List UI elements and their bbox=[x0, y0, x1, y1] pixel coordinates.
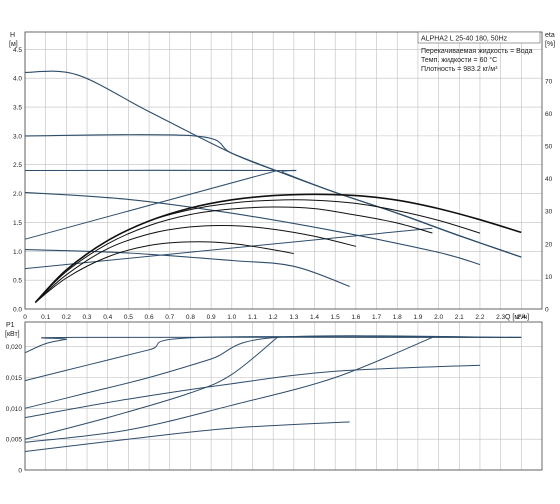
power-curve bbox=[24, 335, 522, 409]
y2-tick-label: 40 bbox=[545, 176, 553, 183]
power-curve bbox=[24, 336, 433, 443]
y-tick-label: 1.5 bbox=[13, 220, 22, 227]
power-tick-label: 0 bbox=[18, 468, 22, 475]
y-tick-label: 0.5 bbox=[13, 278, 22, 285]
power-curve bbox=[24, 337, 278, 440]
power-curve bbox=[24, 421, 350, 452]
y2-tick-label: 60 bbox=[545, 111, 553, 118]
power-tick-label: 0,015 bbox=[6, 375, 23, 382]
x-tick-label: 0.7 bbox=[165, 314, 174, 321]
efficiency-curve bbox=[34, 199, 481, 303]
x-tick-label: 1.6 bbox=[351, 314, 360, 321]
x-tick-label: 1.2 bbox=[269, 314, 278, 321]
efficiency-curve bbox=[34, 206, 433, 303]
power-axis-unit: [кВт] bbox=[5, 331, 20, 338]
power-curve bbox=[24, 336, 522, 382]
x-tick-label: 0.9 bbox=[207, 314, 216, 321]
x-tick-label: 1.3 bbox=[289, 314, 298, 321]
y2-tick-label: 70 bbox=[545, 78, 553, 85]
x-tick-label: 1.8 bbox=[393, 314, 402, 321]
x-tick-label: 0.4 bbox=[103, 314, 112, 321]
x-tick-label: 2.2 bbox=[475, 314, 484, 321]
head-curve bbox=[24, 249, 350, 288]
y-tick-label: 3.0 bbox=[13, 133, 22, 140]
power-tick-label: 0,020 bbox=[6, 344, 23, 351]
system-curve bbox=[24, 170, 278, 240]
efficiency-curve bbox=[34, 224, 357, 303]
power-tick-label: 0,010 bbox=[6, 406, 23, 413]
y2-tick-label: 30 bbox=[545, 209, 553, 216]
model-label: ALPHA2 L 25-40 180, 50Hz bbox=[421, 36, 508, 43]
y2-tick-label: 50 bbox=[545, 144, 553, 151]
x-axis-label: Q [м³/ч] bbox=[505, 314, 529, 321]
efficiency-curve bbox=[34, 241, 294, 303]
y-tick-label: 4.5 bbox=[13, 47, 22, 54]
chart-labels: 0 0.1 0.2 0.3 0.4 0.5 0.6 0.7 0.8 0.9 1.0 1.1 1.2 1.3… bbox=[5, 32, 555, 475]
y-tick-label: 2.0 bbox=[13, 191, 22, 198]
x-tick-label: 1.0 bbox=[227, 314, 236, 321]
y-tick-label: 3.5 bbox=[13, 105, 22, 112]
head-curve bbox=[24, 191, 481, 266]
y-axis-unit: [м] bbox=[9, 41, 18, 48]
x-tick-label: 2.1 bbox=[455, 314, 464, 321]
y-tick-label: 0.0 bbox=[13, 307, 22, 314]
x-tick-label: 1.7 bbox=[372, 314, 381, 321]
x-tick-label: 0.1 bbox=[41, 314, 50, 321]
x-tick-label: 0.3 bbox=[83, 314, 92, 321]
y2-tick-label: 20 bbox=[545, 241, 553, 248]
temperature-label: Темп. жидкости = 60 °C bbox=[421, 56, 497, 64]
y-tick-label: 4.0 bbox=[13, 76, 22, 83]
model-box bbox=[417, 31, 541, 44]
x-tick-label: 1.1 bbox=[248, 314, 257, 321]
y2-axis-label: eta bbox=[545, 32, 555, 39]
density-label: Плотность = 983.2 кг/м³ bbox=[421, 66, 498, 73]
head-curve bbox=[24, 169, 522, 258]
liquid-label: Перекачиваемая жидкость = Вода bbox=[421, 48, 533, 55]
y2-tick-label: 0 bbox=[545, 307, 549, 314]
x-tick-label: 1.4 bbox=[310, 314, 319, 321]
power-tick-label: 0,005 bbox=[6, 437, 23, 444]
info-box: ALPHA2 L 25-40 180, 50Hz Перекачиваемая … bbox=[417, 31, 541, 73]
x-tick-label: 1.9 bbox=[413, 314, 422, 321]
y-axis-label: H bbox=[10, 32, 15, 39]
power-curve bbox=[24, 364, 481, 419]
x-tick-label: 0.6 bbox=[145, 314, 154, 321]
x-tick-label: 0.5 bbox=[124, 314, 133, 321]
x-tick-label: 2.0 bbox=[434, 314, 443, 321]
y2-tick-label: 10 bbox=[545, 274, 553, 281]
y2-axis-unit: [%] bbox=[545, 41, 555, 48]
x-tick-label: 1.5 bbox=[331, 314, 340, 321]
y-tick-label: 2.5 bbox=[13, 162, 22, 169]
system-curve bbox=[24, 227, 433, 270]
power-curve bbox=[24, 336, 522, 354]
y-tick-label: 1.0 bbox=[13, 249, 22, 256]
power-axis-label: P1 bbox=[6, 322, 15, 329]
x-tick-label: 0 bbox=[23, 314, 27, 321]
x-tick-label: 2.4 bbox=[517, 314, 526, 321]
plot-frame-power bbox=[24, 321, 543, 471]
x-tick-label: 2.3 bbox=[496, 314, 505, 321]
x-tick-label: 0.2 bbox=[62, 314, 71, 321]
chart-curves bbox=[24, 70, 522, 452]
x-tick-label: 0.8 bbox=[186, 314, 195, 321]
